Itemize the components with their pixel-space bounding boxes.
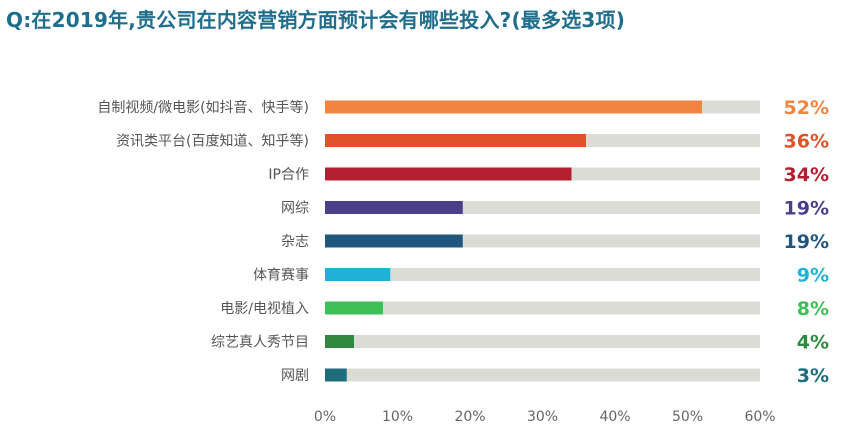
bar: [325, 167, 572, 181]
bar: [325, 234, 463, 248]
bar-track: [325, 268, 760, 281]
bar-track: [325, 368, 760, 382]
x-tick-label: 10%: [382, 409, 413, 425]
bar-track: [325, 335, 760, 348]
value-label: 8%: [797, 298, 829, 320]
bar: [325, 134, 586, 147]
bar: [325, 335, 354, 348]
value-label: 34%: [784, 164, 829, 186]
x-tick-label: 40%: [599, 409, 630, 425]
value-label: 19%: [784, 198, 829, 220]
category-label: 杂志: [281, 234, 309, 250]
bar: [325, 301, 383, 315]
value-label: 4%: [797, 332, 829, 354]
bar: [325, 201, 463, 214]
bar-track: [325, 301, 760, 315]
bar: [325, 368, 347, 382]
category-label: 自制视频/微电影(如抖音、快手等): [97, 99, 309, 116]
category-label: IP合作: [268, 167, 309, 183]
value-label: 19%: [784, 231, 829, 253]
x-tick-label: 50%: [672, 409, 703, 425]
category-label: 资讯类平台(百度知道、知乎等): [116, 133, 309, 150]
category-label: 网剧: [281, 368, 309, 384]
x-tick-label: 0%: [314, 409, 336, 425]
x-tick-label: 20%: [454, 409, 485, 425]
value-label: 52%: [784, 97, 829, 119]
bar: [325, 100, 702, 114]
question-title: Q:在2019年,贵公司在内容营销方面预计会有哪些投入?(最多选3项): [6, 8, 626, 32]
bar: [325, 268, 391, 281]
value-label: 9%: [797, 265, 829, 287]
category-label: 电影/电视植入: [220, 301, 309, 317]
category-label: 综艺真人秀节目: [211, 335, 309, 351]
value-label: 3%: [797, 365, 829, 387]
x-tick-label: 30%: [527, 409, 558, 425]
x-tick-label: 60%: [744, 409, 775, 425]
value-label: 36%: [784, 131, 829, 153]
category-label: 网综: [281, 201, 309, 217]
category-label: 体育赛事: [253, 268, 309, 284]
